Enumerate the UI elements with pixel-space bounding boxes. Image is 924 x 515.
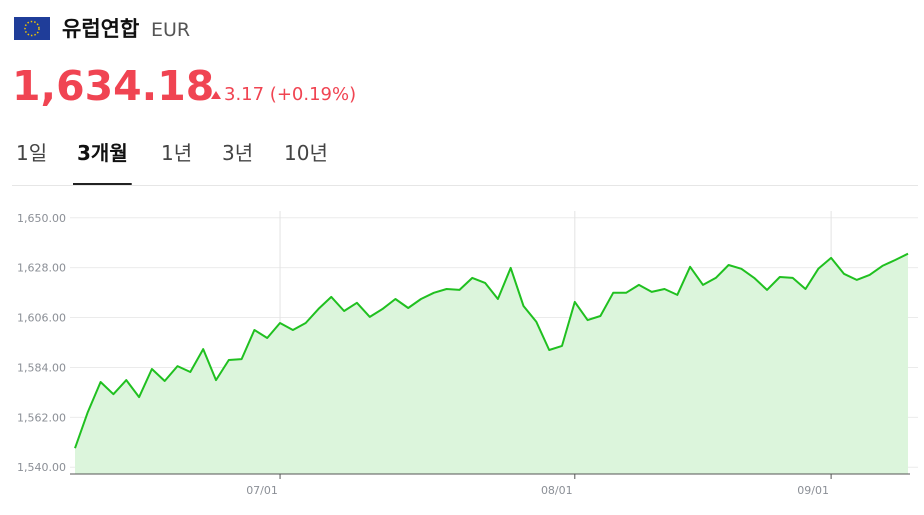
tabs: 1일 3개월 1년 3년 10년 [16,141,328,185]
y-tick-label: 1,628.00 [17,262,66,275]
y-tick-label: 1,606.00 [17,312,66,325]
y-tick-label: 1,540.00 [17,461,66,474]
change: 3.17 (+0.19%) [224,84,356,105]
flag [14,17,50,40]
price: 1,634.18 [12,62,214,110]
y-tick-label: 1,584.00 [17,361,66,374]
y-tick-label: 1,650.00 [17,212,66,225]
currency: EUR [151,19,190,41]
area [75,253,908,474]
tab[interactable]: 1일 [16,141,47,165]
title: 유럽연합 [62,17,139,41]
x-tick-label: 09/01 [797,484,829,497]
tab[interactable]: 10년 [284,141,328,165]
chart: 1,540.00 1,562.00 1,584.00 1,606.00 1,628.00… [17,211,918,497]
y-tick-label: 1,562.00 [17,411,66,424]
tab[interactable]: 3년 [222,141,253,165]
tab-underline [73,183,132,185]
line [74,252,909,449]
tab[interactable]: 1년 [161,141,192,165]
x-tick-label: 08/01 [541,484,573,497]
tab[interactable]: 3개월 [77,141,128,165]
up-arrow [211,91,221,99]
x-tick-label: 07/01 [246,484,278,497]
